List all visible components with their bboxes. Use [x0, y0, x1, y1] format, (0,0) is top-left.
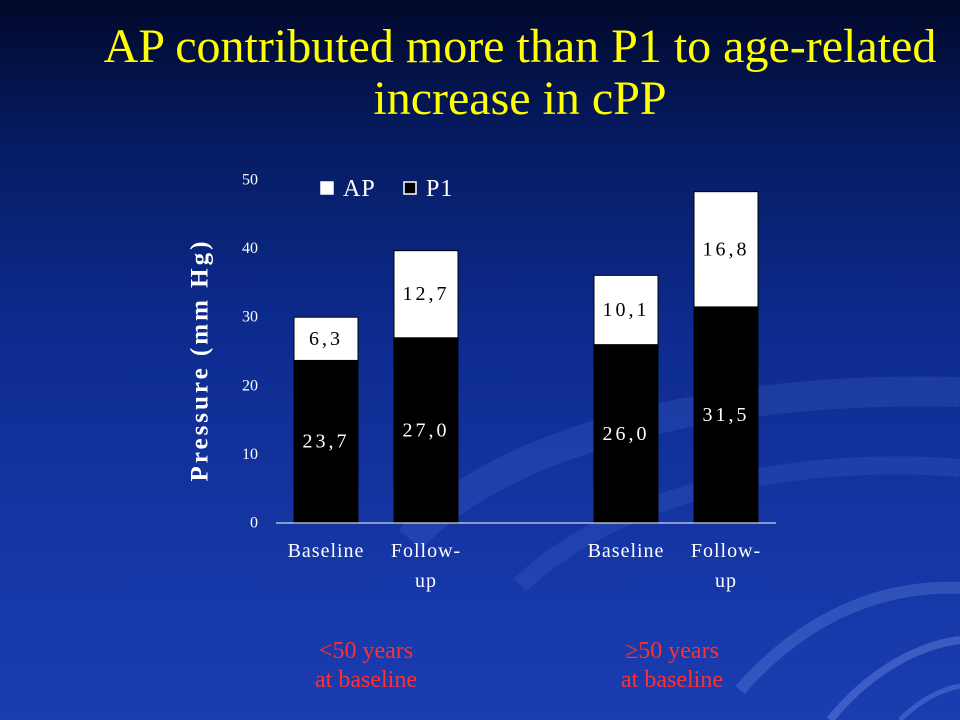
y-tick-label: 20: [242, 377, 258, 394]
group-label-50-and-over: ≥50 years at baseline: [572, 637, 772, 695]
bar-segment-p1: [293, 359, 359, 524]
background-swirl: [898, 683, 960, 720]
bar-segment-ap: [293, 316, 359, 361]
data-label-p1: 23,7: [303, 431, 350, 453]
y-tick-label: 40: [242, 240, 258, 257]
bar-segment-ap: [393, 250, 459, 339]
group-label-line: at baseline: [621, 667, 723, 693]
x-category-label: Baseline: [287, 540, 365, 562]
y-tick-label: 50: [242, 172, 258, 189]
data-label-ap: 10,1: [603, 299, 650, 321]
data-label-p1: 31,5: [703, 404, 750, 426]
slide-title: AP contributed more than P1 to age-relat…: [103, 20, 937, 125]
data-labels: 23,7 6,3 27,0 12,7 26,0 10,1 31,5 16,8: [303, 238, 750, 453]
legend: AP P1: [320, 176, 453, 202]
legend-key-p1: [403, 181, 417, 195]
x-category-label: Follow-up: [690, 540, 762, 592]
group-label-line: ≥50 years: [625, 638, 719, 664]
data-label-ap: 12,7: [403, 283, 450, 305]
x-category-label: Follow-up: [390, 540, 462, 592]
legend-label-ap: AP: [343, 176, 376, 202]
data-label-ap: 16,8: [703, 238, 750, 260]
background-swirl: [735, 581, 960, 694]
y-tick-label: 10: [242, 446, 258, 463]
bar-segment-p1: [393, 337, 459, 524]
y-axis-title: Pressure (mm Hg): [187, 239, 214, 482]
data-label-p1: 27,0: [403, 419, 450, 441]
y-axis-tick-labels: 0 10 20 30 40 50: [242, 172, 258, 532]
bar-segment-p1: [593, 344, 659, 524]
background-swirl: [826, 636, 960, 720]
data-label-p1: 26,0: [603, 423, 650, 445]
y-tick-label: 30: [242, 309, 258, 326]
x-category-label: Baseline: [587, 540, 665, 562]
bars: [293, 191, 759, 524]
legend-key-ap: [320, 181, 334, 195]
group-label-under-50: <50 years at baseline: [266, 637, 466, 695]
legend-label-p1: P1: [426, 176, 453, 202]
bar-segment-p1: [693, 306, 759, 524]
bar-segment-ap: [693, 191, 759, 308]
group-label-line: <50 years: [318, 638, 414, 664]
group-label-line: at baseline: [315, 667, 417, 693]
bar-segment-ap: [593, 274, 659, 346]
data-label-ap: 6,3: [309, 328, 343, 350]
y-tick-label: 0: [250, 515, 258, 532]
